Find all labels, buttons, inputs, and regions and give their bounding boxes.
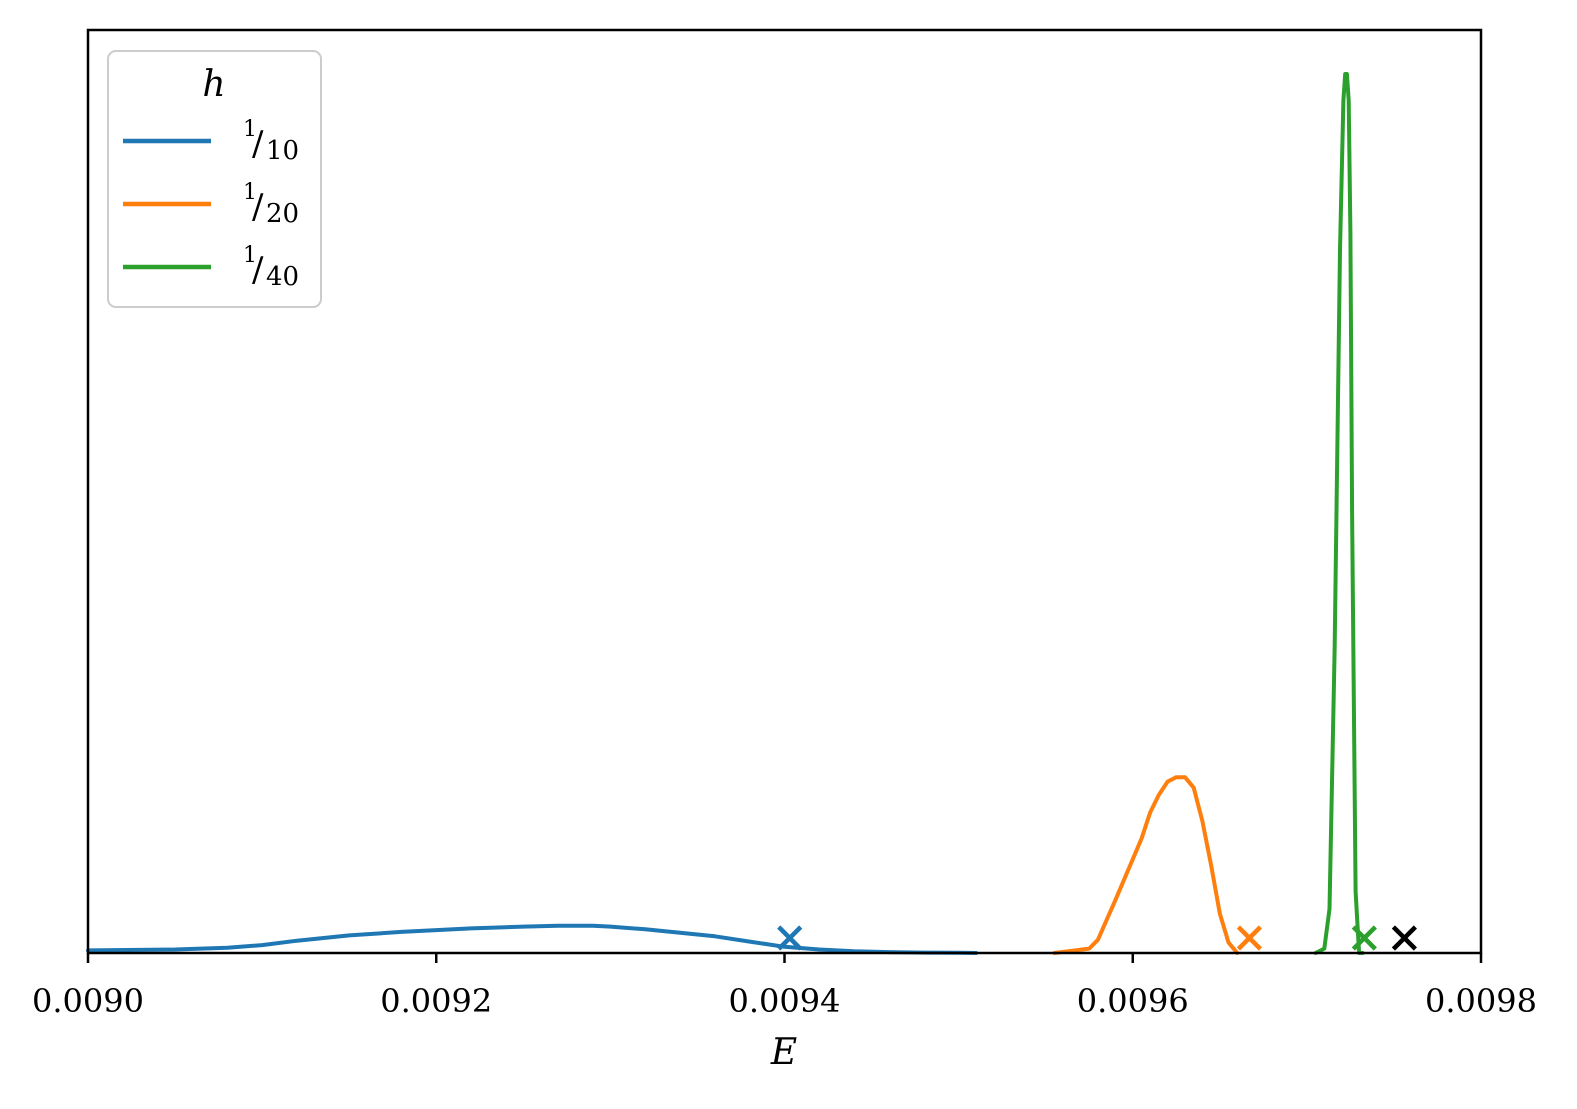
legend-title: h bbox=[202, 64, 225, 105]
legend-denominator: 40 bbox=[266, 262, 299, 292]
series-line-3 bbox=[1313, 72, 1365, 955]
legend-numerator: 1 bbox=[243, 117, 257, 142]
series-line-1 bbox=[86, 923, 978, 955]
legend-numerator: 1 bbox=[243, 243, 257, 268]
x-tick-label: 0.0090 bbox=[32, 982, 144, 1020]
legend-entry: 1/40 bbox=[123, 243, 299, 292]
x-tick-label: 0.0098 bbox=[1425, 982, 1537, 1020]
x-tick-label: 0.0094 bbox=[729, 982, 841, 1020]
legend-slash: / bbox=[252, 124, 264, 164]
plot-lines bbox=[86, 72, 1365, 955]
legend-box bbox=[107, 50, 322, 308]
legend-entry: 1/20 bbox=[123, 180, 299, 229]
x-marker-1 bbox=[777, 925, 803, 951]
legend-slash: / bbox=[252, 250, 264, 290]
x-marker-2 bbox=[1236, 925, 1263, 951]
x-marker-3 bbox=[1351, 925, 1377, 951]
x-tick-label: 0.0096 bbox=[1077, 982, 1189, 1020]
legend-numerator: 1 bbox=[243, 180, 257, 205]
legend-denominator: 10 bbox=[266, 136, 299, 166]
legend-entry: 1/10 bbox=[123, 117, 299, 166]
x-marker-4 bbox=[1391, 925, 1417, 951]
x-tick-label: 0.0092 bbox=[380, 982, 492, 1020]
series-line-2 bbox=[1052, 775, 1240, 955]
plot-markers bbox=[777, 925, 1417, 951]
legend-denominator: 20 bbox=[266, 199, 299, 229]
legend-entries: 1/101/201/40 bbox=[123, 117, 299, 292]
legend-slash: / bbox=[252, 187, 264, 227]
legend: h 1/101/201/40 bbox=[107, 50, 322, 308]
x-axis-label: E bbox=[770, 1032, 797, 1073]
x-axis-ticks: 0.0090 0.0092 0.0094 0.0096 0.0098 bbox=[32, 953, 1537, 1020]
